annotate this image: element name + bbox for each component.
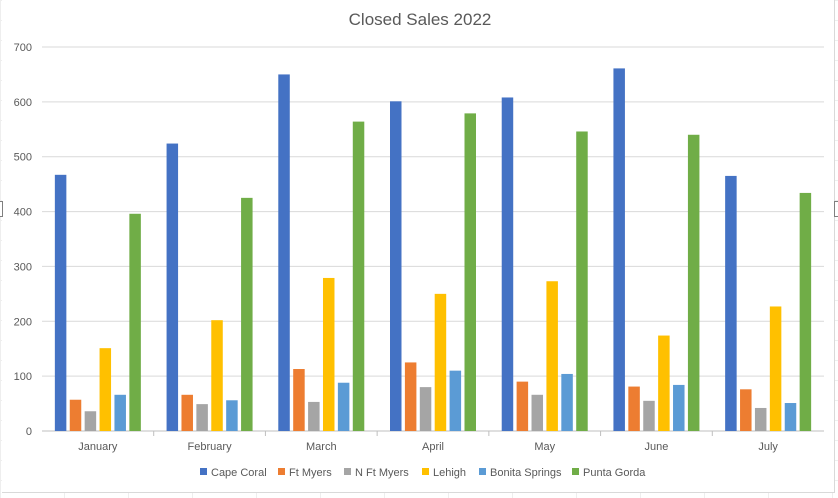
bar[interactable] <box>69 399 82 431</box>
bar[interactable] <box>613 68 625 431</box>
y-tick-label: 0 <box>26 426 32 438</box>
legend-label: Punta Gorda <box>583 467 646 479</box>
bar[interactable] <box>740 389 752 431</box>
bar[interactable] <box>628 386 640 431</box>
bar[interactable] <box>114 394 126 431</box>
bar[interactable] <box>293 369 305 431</box>
bar[interactable] <box>308 401 320 431</box>
legend-swatch <box>344 468 351 475</box>
x-tick-label: April <box>422 441 444 453</box>
legend-label: Lehigh <box>433 467 466 479</box>
legend-label: N Ft Myers <box>355 467 409 479</box>
bar[interactable] <box>278 74 290 431</box>
bar[interactable] <box>434 293 447 431</box>
bar[interactable] <box>419 387 432 431</box>
x-tick-label: January <box>78 441 118 453</box>
bar[interactable] <box>84 411 97 431</box>
bar[interactable] <box>322 277 335 431</box>
bar[interactable] <box>799 192 812 431</box>
bar[interactable] <box>516 381 529 431</box>
legend-label: Bonita Springs <box>490 467 562 479</box>
x-tick-label: May <box>534 441 555 453</box>
bar[interactable] <box>211 320 223 431</box>
bar[interactable] <box>546 281 558 431</box>
bar[interactable] <box>784 403 797 431</box>
chart-title: Closed Sales 2022 <box>349 10 492 29</box>
legend-item[interactable]: Lehigh <box>422 467 466 479</box>
bar[interactable] <box>241 197 253 431</box>
bar[interactable] <box>181 394 193 431</box>
legend-item[interactable]: Punta Gorda <box>572 467 646 479</box>
right-resize-handle[interactable] <box>834 201 838 217</box>
bar[interactable] <box>196 404 208 431</box>
bar[interactable] <box>54 174 67 431</box>
bar[interactable] <box>449 370 462 431</box>
x-tick-label: June <box>644 441 668 453</box>
x-tick-label: March <box>306 441 337 453</box>
bar[interactable] <box>129 213 141 431</box>
bar[interactable] <box>531 394 544 431</box>
legend: Cape Coral Ft Myers N Ft Myers Lehigh Bonita… <box>200 467 646 479</box>
bar[interactable] <box>561 373 573 431</box>
legend-item[interactable]: Cape Coral <box>200 467 267 479</box>
y-tick-label: 200 <box>14 316 32 328</box>
bar[interactable] <box>501 97 514 432</box>
legend-swatch <box>200 468 207 475</box>
bar[interactable] <box>725 175 737 431</box>
y-tick-label: 400 <box>14 207 32 219</box>
legend-item[interactable]: N Ft Myers <box>344 467 409 479</box>
bars <box>54 68 812 432</box>
bar[interactable] <box>352 121 365 431</box>
y-axis-tick-labels: 0 100 200 300 400 500 600 700 <box>14 42 32 438</box>
legend-label: Ft Myers <box>289 467 332 479</box>
bar[interactable] <box>390 101 402 432</box>
gridlines <box>42 46 824 436</box>
bar[interactable] <box>404 362 417 431</box>
x-axis-tick-labels: January February March April May June July <box>78 441 778 453</box>
legend-item[interactable]: Bonita Springs <box>479 467 562 479</box>
y-tick-label: 600 <box>14 97 32 109</box>
bar[interactable] <box>658 335 670 431</box>
legend-swatch <box>422 468 429 475</box>
bar[interactable] <box>687 134 700 431</box>
legend-swatch <box>278 468 285 475</box>
bar[interactable] <box>576 131 588 432</box>
legend-item[interactable]: Ft Myers <box>278 467 332 479</box>
legend-swatch <box>479 468 486 475</box>
y-tick-label: 500 <box>14 152 32 164</box>
bar[interactable] <box>754 407 767 431</box>
bar[interactable] <box>99 348 112 431</box>
bar[interactable] <box>337 382 350 431</box>
y-tick-label: 100 <box>14 371 32 383</box>
bar[interactable] <box>673 384 685 431</box>
x-tick-label: February <box>188 441 233 453</box>
y-tick-label: 300 <box>14 261 32 273</box>
y-tick-label: 700 <box>14 42 32 54</box>
bar[interactable] <box>643 400 655 431</box>
left-resize-handle[interactable] <box>0 201 3 217</box>
x-tick-label: July <box>758 441 778 453</box>
bar[interactable] <box>166 143 179 431</box>
bar[interactable] <box>226 400 238 431</box>
legend-label: Cape Coral <box>211 467 267 479</box>
bar[interactable] <box>464 113 477 432</box>
bar[interactable] <box>769 306 782 431</box>
legend-swatch <box>572 468 579 475</box>
